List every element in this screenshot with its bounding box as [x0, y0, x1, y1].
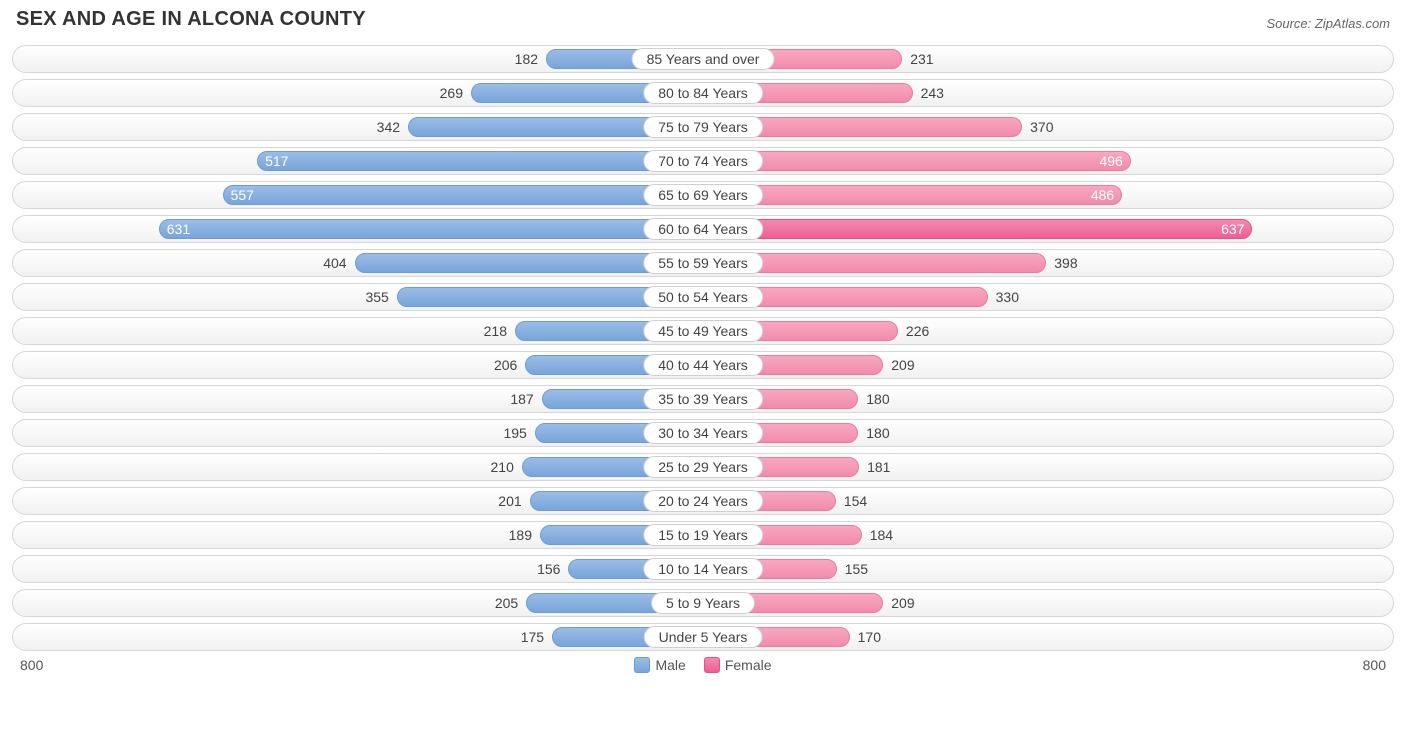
- male-value: 187: [510, 386, 541, 412]
- legend-male-label: Male: [655, 657, 685, 673]
- female-value: 243: [913, 80, 944, 106]
- age-category-label: 60 to 64 Years: [643, 218, 763, 240]
- age-category-label: 5 to 9 Years: [651, 592, 755, 614]
- chart-row: 206 209 40 to 44 Years: [12, 351, 1394, 379]
- female-bar: [703, 219, 1252, 239]
- chart-row: 201 154 20 to 24 Years: [12, 487, 1394, 515]
- male-value: 195: [503, 420, 534, 446]
- age-category-label: 55 to 59 Years: [643, 252, 763, 274]
- male-value: 218: [484, 318, 515, 344]
- female-value: 184: [862, 522, 893, 548]
- female-value: 226: [898, 318, 929, 344]
- male-value: 156: [537, 556, 568, 582]
- chart-row: 205 209 5 to 9 Years: [12, 589, 1394, 617]
- chart-source: Source: ZipAtlas.com: [1266, 16, 1390, 31]
- male-value: 201: [498, 488, 529, 514]
- female-value: 180: [858, 386, 889, 412]
- male-value: 205: [495, 590, 526, 616]
- chart-row: 631 637 60 to 64 Years: [12, 215, 1394, 243]
- legend: Male Female: [634, 657, 771, 673]
- male-value: 269: [440, 80, 471, 106]
- male-value: 342: [377, 114, 408, 140]
- age-category-label: 75 to 79 Years: [643, 116, 763, 138]
- female-swatch-icon: [704, 657, 720, 673]
- male-value: 517: [257, 148, 288, 174]
- female-value: 637: [1221, 216, 1252, 242]
- female-value: 486: [1091, 182, 1122, 208]
- chart-row: 210 181 25 to 29 Years: [12, 453, 1394, 481]
- age-category-label: 25 to 29 Years: [643, 456, 763, 478]
- male-value: 189: [509, 522, 540, 548]
- chart-footer: 800 Male Female 800: [12, 657, 1394, 673]
- male-value: 175: [521, 624, 552, 650]
- legend-male: Male: [634, 657, 685, 673]
- chart-row: 156 155 10 to 14 Years: [12, 555, 1394, 583]
- female-value: 330: [988, 284, 1019, 310]
- female-bar: [703, 185, 1122, 205]
- legend-female-label: Female: [725, 657, 772, 673]
- axis-left-max: 800: [20, 657, 43, 673]
- age-category-label: 35 to 39 Years: [643, 388, 763, 410]
- female-value: 398: [1046, 250, 1077, 276]
- age-category-label: 15 to 19 Years: [643, 524, 763, 546]
- age-category-label: 40 to 44 Years: [643, 354, 763, 376]
- chart-row: 195 180 30 to 34 Years: [12, 419, 1394, 447]
- chart-row: 218 226 45 to 49 Years: [12, 317, 1394, 345]
- age-category-label: 80 to 84 Years: [643, 82, 763, 104]
- age-category-label: 65 to 69 Years: [643, 184, 763, 206]
- chart-row: 557 486 65 to 69 Years: [12, 181, 1394, 209]
- male-bar: [159, 219, 703, 239]
- male-value: 404: [323, 250, 354, 276]
- female-value: 154: [836, 488, 867, 514]
- female-value: 209: [883, 590, 914, 616]
- female-value: 231: [902, 46, 933, 72]
- female-value: 209: [883, 352, 914, 378]
- female-value: 180: [858, 420, 889, 446]
- chart-row: 189 184 15 to 19 Years: [12, 521, 1394, 549]
- female-value: 170: [850, 624, 881, 650]
- age-category-label: 50 to 54 Years: [643, 286, 763, 308]
- axis-right-max: 800: [1363, 657, 1386, 673]
- male-value: 631: [159, 216, 190, 242]
- chart-row: 342 370 75 to 79 Years: [12, 113, 1394, 141]
- female-value: 155: [837, 556, 868, 582]
- chart-row: 404 398 55 to 59 Years: [12, 249, 1394, 277]
- legend-female: Female: [704, 657, 772, 673]
- female-value: 181: [859, 454, 890, 480]
- female-bar: [703, 151, 1131, 171]
- age-category-label: 70 to 74 Years: [643, 150, 763, 172]
- age-category-label: Under 5 Years: [644, 626, 763, 648]
- age-category-label: 20 to 24 Years: [643, 490, 763, 512]
- chart-row: 175 170 Under 5 Years: [12, 623, 1394, 651]
- male-value: 206: [494, 352, 525, 378]
- age-category-label: 30 to 34 Years: [643, 422, 763, 444]
- chart-row: 517 496 70 to 74 Years: [12, 147, 1394, 175]
- male-bar: [223, 185, 703, 205]
- chart-row: 182 231 85 Years and over: [12, 45, 1394, 73]
- male-bar: [257, 151, 703, 171]
- age-category-label: 85 Years and over: [632, 48, 775, 70]
- chart-row: 269 243 80 to 84 Years: [12, 79, 1394, 107]
- age-category-label: 10 to 14 Years: [643, 558, 763, 580]
- male-value: 355: [365, 284, 396, 310]
- chart-title: SEX AND AGE IN ALCONA COUNTY: [16, 8, 366, 31]
- female-value: 496: [1099, 148, 1130, 174]
- population-pyramid-chart: 182 231 85 Years and over 269 243 80 to 84 Ye…: [12, 45, 1394, 651]
- chart-row: 355 330 50 to 54 Years: [12, 283, 1394, 311]
- female-value: 370: [1022, 114, 1053, 140]
- chart-header: SEX AND AGE IN ALCONA COUNTY Source: Zip…: [12, 8, 1394, 31]
- age-category-label: 45 to 49 Years: [643, 320, 763, 342]
- chart-row: 187 180 35 to 39 Years: [12, 385, 1394, 413]
- male-swatch-icon: [634, 657, 650, 673]
- male-value: 557: [223, 182, 254, 208]
- male-value: 210: [491, 454, 522, 480]
- male-value: 182: [515, 46, 546, 72]
